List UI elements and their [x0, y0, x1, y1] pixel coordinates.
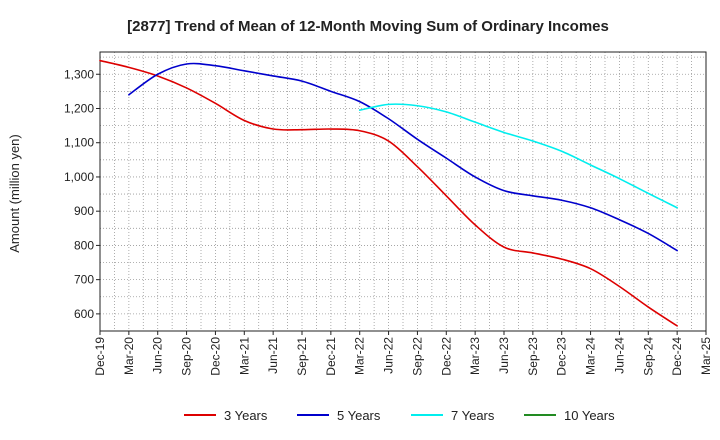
y-tick-label: 800: [74, 238, 94, 252]
legend-label-5-years: 5 Years: [337, 408, 381, 423]
x-tick-label: Dec-23: [555, 337, 569, 376]
y-axis-ticks: 600 700 800 900 1,000 1,100 1,200 1,300: [64, 67, 100, 321]
grid: [99, 52, 707, 331]
series-line-7-years: [358, 103, 678, 209]
y-tick-label: 700: [74, 273, 94, 287]
y-tick-label: 1,200: [64, 101, 94, 115]
y-axis-label: Amount (million yen): [7, 134, 22, 253]
x-tick-label: Mar-23: [468, 337, 482, 375]
legend: 3 Years 5 Years 7 Years 10 Years: [184, 408, 615, 423]
plot-frame: [99, 51, 707, 332]
x-tick-label: Dec-20: [208, 337, 222, 376]
x-tick-label: Jun-20: [151, 337, 165, 374]
x-tick-label: Sep-22: [410, 337, 424, 376]
x-tick-label: Mar-22: [353, 337, 367, 375]
legend-label-7-years: 7 Years: [451, 408, 495, 423]
series-layer: [99, 59, 678, 327]
x-tick-label: Jun-24: [612, 337, 626, 374]
x-tick-label: Jun-22: [382, 337, 396, 374]
legend-label-3-years: 3 Years: [224, 408, 268, 423]
chart-title: [2877] Trend of Mean of 12-Month Moving …: [127, 18, 609, 35]
x-tick-label: Mar-21: [237, 337, 251, 375]
y-tick-label: 1,100: [64, 136, 94, 150]
x-tick-label: Sep-21: [295, 337, 309, 376]
legend-label-10-years: 10 Years: [564, 408, 615, 423]
x-tick-label: Dec-21: [324, 337, 338, 376]
x-tick-label: Mar-25: [699, 337, 713, 375]
x-tick-label: Sep-24: [641, 337, 655, 376]
x-tick-label: Sep-23: [526, 337, 540, 376]
x-tick-label: Jun-21: [266, 337, 280, 374]
y-tick-label: 600: [74, 307, 94, 321]
x-tick-label: Sep-20: [180, 337, 194, 376]
y-tick-label: 1,300: [64, 67, 94, 81]
x-tick-label: Dec-24: [670, 337, 684, 376]
x-tick-label: Jun-23: [497, 337, 511, 374]
x-tick-label: Dec-19: [93, 337, 107, 376]
y-tick-label: 900: [74, 204, 94, 218]
y-tick-label: 1,000: [64, 170, 94, 184]
series-line-3-years: [99, 59, 678, 327]
x-axis-ticks: Dec-19 Mar-20 Jun-20 Sep-20 Dec-20 Mar-21 Jun-…: [93, 331, 713, 376]
x-tick-label: Mar-20: [122, 337, 136, 375]
x-tick-label: Dec-22: [439, 337, 453, 376]
x-tick-label: Mar-24: [584, 337, 598, 375]
series-line-5-years: [128, 62, 678, 252]
